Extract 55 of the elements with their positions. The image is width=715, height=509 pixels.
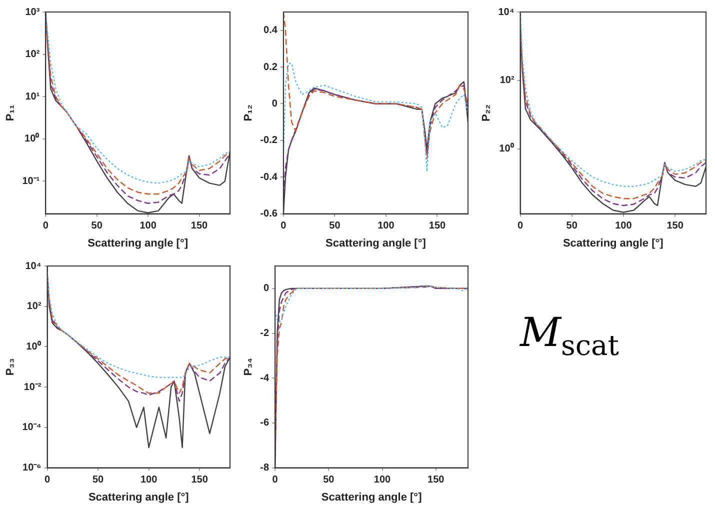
x-tick-label: 50 [566,220,578,232]
x-tick-label: 0 [517,220,524,232]
x-tick-label: 100 [374,474,392,486]
x-tick-label: 100 [378,220,395,232]
x-tick-label: 100 [140,474,158,486]
y-tick-label: 10⁴ [498,6,514,18]
y-tick-label: -0.4 [260,172,278,183]
x-tick-label: 50 [92,474,104,486]
y-tick-label: 10⁻² [24,382,42,393]
x-tick-label: 150 [191,474,208,486]
x-tick-label: 50 [91,220,103,232]
y-tick-label: -8 [260,462,270,474]
x-tick-label: 0 [280,220,287,232]
y-tick-label: 10⁻¹ [22,176,40,187]
y-tick-label: -6 [260,418,270,429]
y-tick-label: -4 [260,372,270,384]
x-axis-title: Scattering angle [°] [562,237,664,250]
y-axis-title: P₂₂ [480,104,493,122]
y-axis-title: P₁₁ [4,104,17,122]
x-axis-title: Scattering angle [°] [321,491,422,504]
y-tick-label: 10⁴ [25,260,42,272]
y-tick-label: 10² [25,49,40,60]
text: M$_{scat}$ [520,310,619,362]
y-tick-label: -2 [260,328,270,340]
x-tick-label: 50 [323,474,335,486]
x-tick-label: 150 [190,220,208,232]
y-tick-label: 10² [500,75,515,86]
y-tick-label: -0.6 [260,208,278,220]
y-tick-label: 10⁻⁶ [22,462,42,474]
y-tick-label: 0.4 [264,25,278,36]
y-tick-label: 0 [264,283,270,294]
y-axis-title: P₃₄ [242,358,255,376]
y-tick-label: 0 [272,98,278,110]
x-tick-label: 100 [615,220,632,232]
x-tick-label: 150 [666,220,684,232]
y-tick-label: -0.2 [260,135,278,146]
y-axis-title: P₃₃ [4,358,17,376]
y-tick-label: 10³ [25,6,40,18]
x-tick-label: 0 [42,220,49,232]
y-tick-label: 10⁻⁴ [22,422,42,434]
x-tick-label: 100 [140,220,157,232]
x-tick-label: 0 [44,474,50,486]
x-axis-title: Scattering angle [°] [326,237,426,250]
x-tick-label: 150 [428,220,446,232]
y-tick-label: 10² [26,301,42,312]
y-tick-label: 0.2 [264,62,278,73]
x-tick-label: 150 [428,474,445,486]
y-tick-label: 10⁰ [26,340,42,352]
y-tick-label: 10⁰ [24,132,40,145]
y-axis-title: P₁₂ [242,104,255,122]
x-tick-label: 50 [329,220,341,232]
x-axis-title: Scattering angle [°] [88,237,188,250]
y-tick-label: 10⁰ [499,142,514,155]
y-tick-label: 10¹ [25,91,40,102]
x-axis-title: Scattering angle [°] [88,491,190,504]
